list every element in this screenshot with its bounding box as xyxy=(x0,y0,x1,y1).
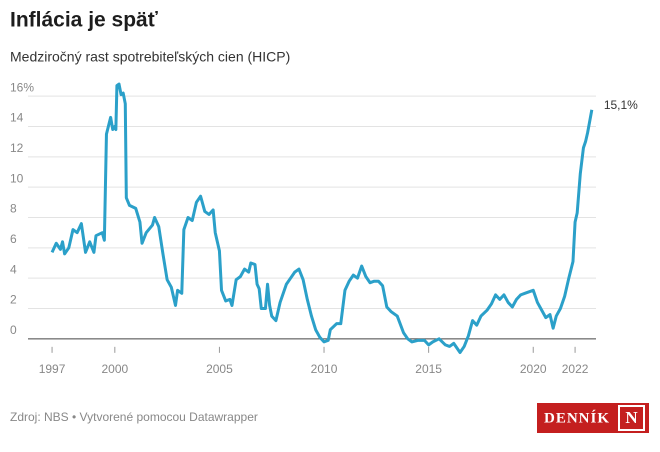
x-tick-label: 2022 xyxy=(562,362,589,376)
y-tick-label: 12 xyxy=(10,141,24,155)
end-label: 15,1% xyxy=(604,98,638,112)
logo-box xyxy=(618,405,645,431)
chart-title: Inflácia je späť xyxy=(10,9,159,32)
y-tick-label: 2 xyxy=(10,293,17,307)
y-tick-label: 16% xyxy=(10,80,34,94)
x-tick-label: 2020 xyxy=(520,362,547,376)
y-tick-label: 6 xyxy=(10,232,17,246)
y-tick-label: 8 xyxy=(10,202,17,216)
source: Zdroj: NBS • Vytvorené pomocou Datawrapp… xyxy=(10,410,258,424)
logo: DENNÍK N xyxy=(537,403,649,433)
y-tick-label: 0 xyxy=(10,323,17,337)
logo-mark: N xyxy=(625,408,638,427)
x-tick-label: 2000 xyxy=(101,362,128,376)
line xyxy=(50,82,594,354)
x-tick-label: 1997 xyxy=(39,362,66,376)
x-tick-label: 2010 xyxy=(311,362,338,376)
x-tick-label: 2005 xyxy=(206,362,233,376)
x-tick-label: 2015 xyxy=(415,362,442,376)
logo-background xyxy=(537,403,649,433)
logo-text: DENNÍK xyxy=(544,409,610,426)
y-tick-label: 4 xyxy=(10,262,17,276)
chart-subtitle: Medziročný rast spotrebiteľských cien (H… xyxy=(10,49,290,65)
y-tick-label: 14 xyxy=(10,111,24,125)
y-tick-label: 10 xyxy=(10,171,24,185)
